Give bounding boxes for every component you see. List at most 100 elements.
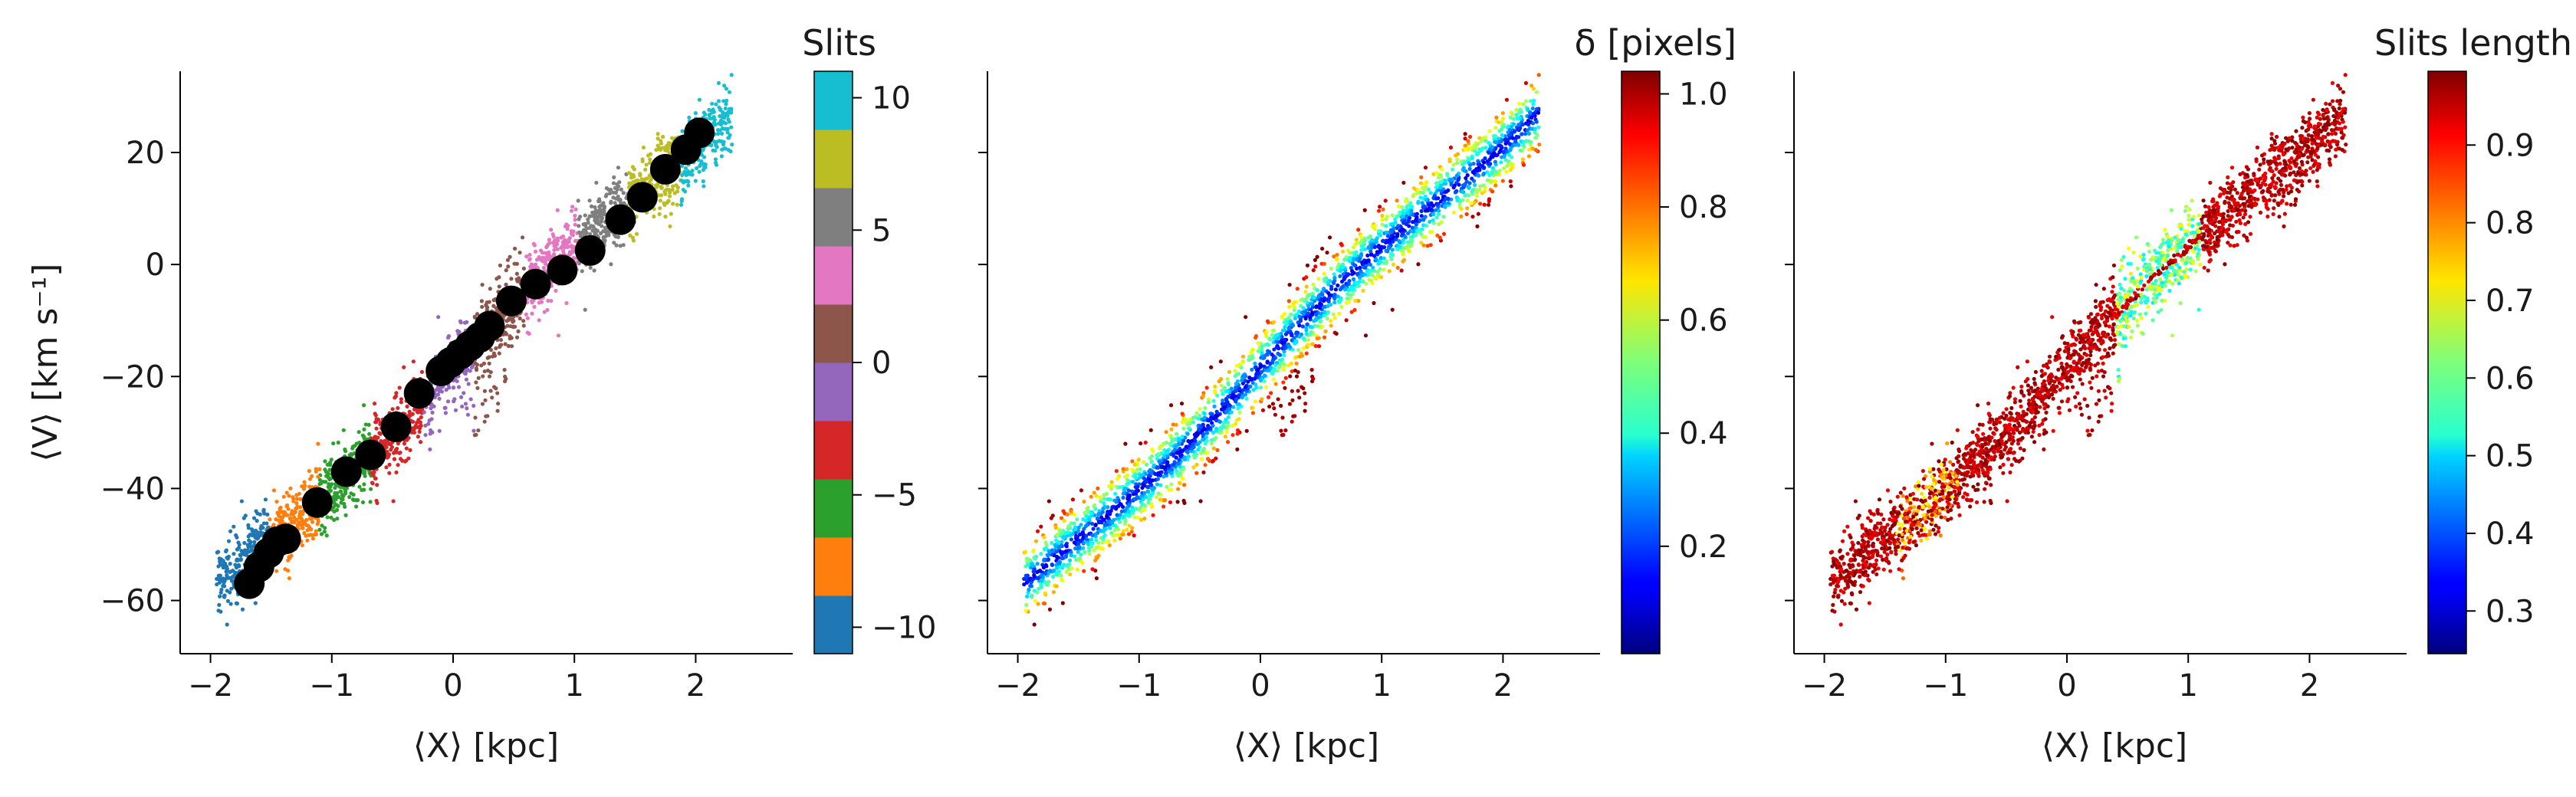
scatter-point — [1346, 248, 1351, 253]
scatter-point — [1156, 473, 1162, 477]
scatter-point — [573, 207, 578, 212]
scatter-point — [323, 459, 327, 464]
scatter-point — [411, 359, 416, 364]
scatter-point — [383, 441, 388, 447]
scatter-point — [363, 422, 368, 427]
scatter-point — [1271, 369, 1276, 373]
scatter-point — [1311, 268, 1316, 273]
scatter-point — [631, 172, 636, 177]
scatter-point — [552, 248, 557, 252]
scatter-point — [1203, 463, 1208, 467]
scatter-point — [723, 106, 728, 111]
scatter-point — [1496, 136, 1501, 141]
scatter-point — [1123, 441, 1128, 446]
scatter-point — [1211, 423, 1215, 428]
scatter-point — [1481, 171, 1487, 175]
scatter-point — [1533, 126, 1537, 131]
scatter-point — [703, 112, 708, 116]
scatter-point — [1118, 501, 1122, 507]
scatter-point — [251, 516, 257, 520]
scatter-point — [1405, 197, 1409, 202]
panel-delta: −2 −1 0 1 2 ⟨X⟩ [kpc] 0.20.40.60.81.0 δ [pix… — [978, 22, 1737, 766]
scatter-point — [320, 523, 324, 528]
scatter-point — [1408, 237, 1413, 242]
scatter-point — [1514, 112, 1519, 117]
scatter-point — [687, 115, 692, 120]
scatter-point — [553, 238, 557, 243]
scatter-point — [1211, 398, 1216, 403]
scatter-point — [723, 146, 728, 151]
scatter-point — [1374, 238, 1378, 242]
scatter-point — [1467, 134, 1473, 139]
scatter-point — [1360, 244, 1365, 249]
scatter-point — [1521, 162, 1526, 167]
scatter-point — [1383, 198, 1388, 203]
scatter-point — [1533, 130, 1537, 135]
scatter-point — [1507, 127, 1512, 132]
scatter-point — [719, 154, 724, 159]
scatter-point — [307, 468, 311, 474]
scatter-point — [1451, 167, 1455, 172]
scatter-point — [355, 498, 360, 503]
scatter-point — [339, 489, 343, 494]
scatter-point — [685, 172, 690, 176]
scatter-point — [1426, 187, 1431, 192]
scatter-point — [468, 369, 472, 373]
scatter-point — [1305, 263, 1310, 267]
scatter-point — [391, 499, 396, 503]
scatter-point — [1327, 235, 1332, 240]
scatter-point — [551, 235, 556, 239]
scatter-point — [324, 533, 329, 538]
scatter-point — [1356, 228, 1361, 232]
scatter-point — [249, 546, 254, 550]
scatter-point — [480, 304, 485, 310]
colorbar-swatch — [814, 71, 853, 130]
scatter-point — [1331, 312, 1336, 317]
scatter-point — [573, 222, 577, 227]
scatter-point — [1135, 484, 1140, 489]
scatter-point — [511, 320, 515, 324]
scatter-point — [225, 589, 229, 593]
scatter-point — [1508, 115, 1513, 120]
scatter-point — [1395, 198, 1399, 203]
scatter-point — [715, 139, 719, 144]
scatter-point — [1138, 441, 1143, 446]
scatter-point — [1089, 544, 1094, 549]
scatter-point — [714, 162, 719, 167]
scatter-point — [1419, 208, 1424, 214]
scatter-point — [1143, 494, 1148, 500]
scatter-point — [307, 533, 311, 537]
scatter-point — [362, 427, 366, 431]
scatter-point — [1354, 250, 1359, 254]
scatter-point — [1332, 300, 1337, 305]
scatter-point — [1283, 325, 1287, 330]
scatter-point — [597, 197, 602, 202]
scatter-point — [714, 143, 718, 148]
scatter-point — [325, 515, 330, 520]
scatter-point — [1177, 480, 1182, 485]
scatter-point — [1143, 440, 1148, 445]
scatter-point — [378, 431, 383, 436]
scatter-point — [1526, 122, 1531, 127]
scatter-point — [1055, 533, 1060, 537]
scatter-point — [1221, 392, 1225, 396]
median-marker — [649, 153, 681, 185]
scatter-point — [670, 187, 675, 192]
scatter-point — [1303, 290, 1308, 294]
scatter-point — [724, 87, 729, 91]
scatter-point — [1046, 557, 1050, 562]
scatter-point — [1409, 208, 1414, 213]
scatter-point — [482, 419, 487, 424]
scatter-point — [1121, 532, 1125, 537]
scatter-point — [1286, 326, 1291, 331]
scatter-point — [1493, 172, 1497, 176]
scatter-point — [514, 271, 519, 276]
scatter-point — [1474, 194, 1480, 198]
scatter-point — [406, 435, 411, 441]
scatter-point — [481, 374, 485, 379]
scatter-point — [611, 195, 616, 200]
median-marker — [355, 439, 386, 471]
scatter-point — [1272, 320, 1276, 324]
scatter-point — [322, 530, 327, 534]
scatter-point — [458, 395, 464, 399]
